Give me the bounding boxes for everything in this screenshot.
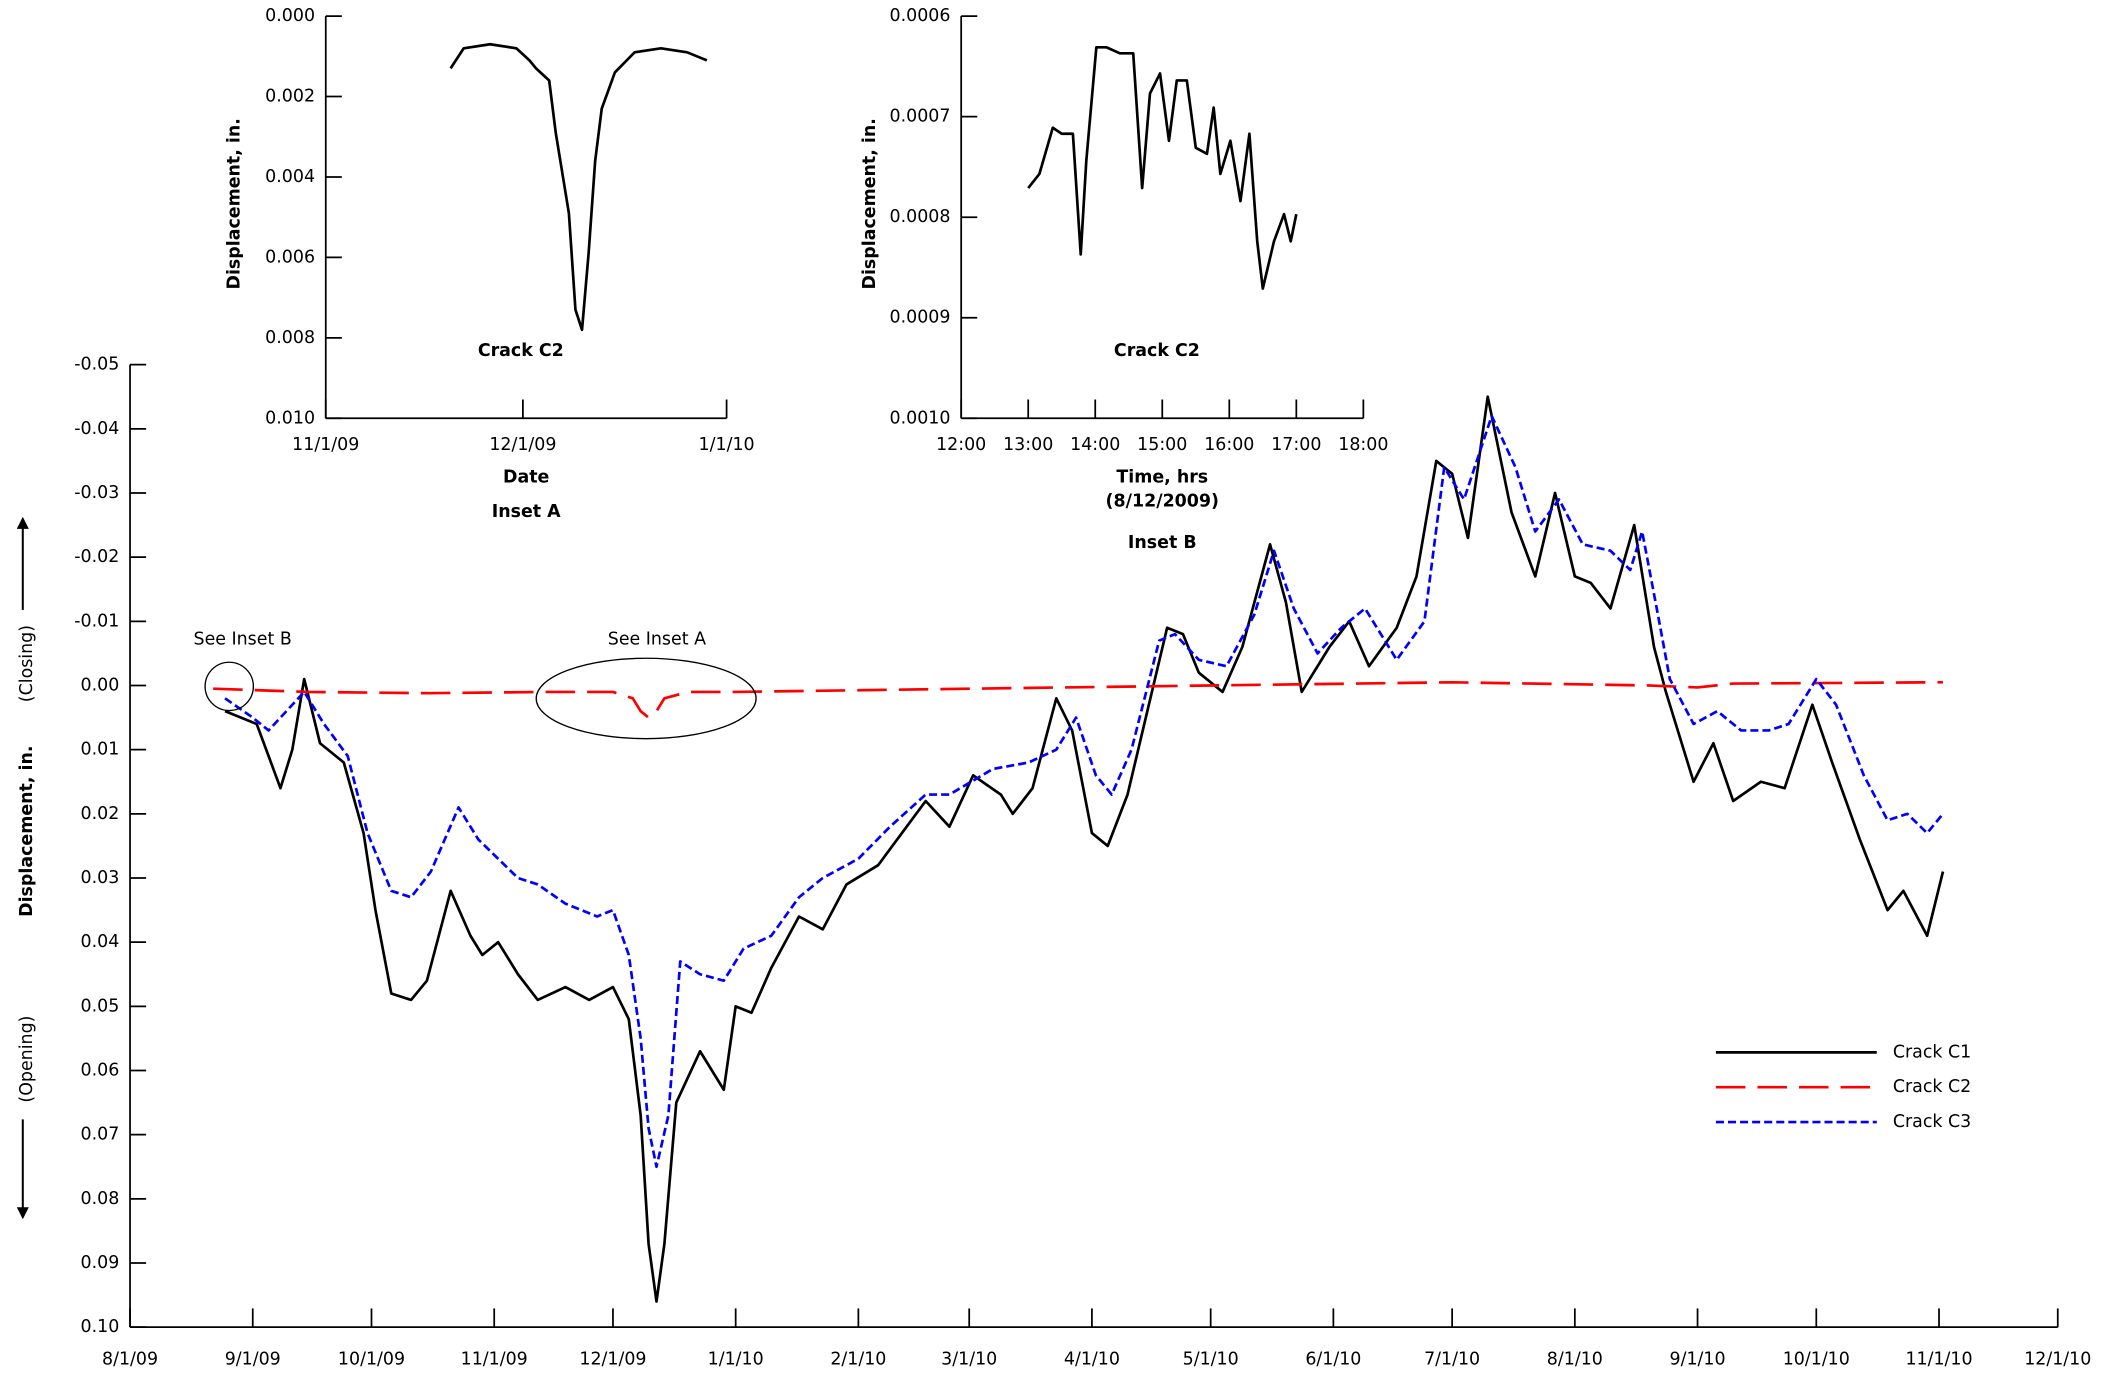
y-tick-label: 0.08	[81, 1189, 120, 1209]
y-tick-label: 0.0007	[890, 107, 951, 127]
y-axis-label: Displacement, in.	[225, 118, 245, 289]
series-line	[224, 414, 1945, 1169]
x-tick-label: 8/1/10	[1547, 1349, 1603, 1369]
y-tick-label: 0.06	[81, 1061, 120, 1081]
inset-caption: Inset A	[492, 502, 561, 522]
x-tick-label: 11/1/10	[1905, 1349, 1972, 1369]
y-tick-label: 0.10	[81, 1317, 120, 1337]
y-tick-label: 0.0010	[890, 408, 951, 428]
y-tick-label: -0.01	[74, 611, 119, 631]
x-tick-label: 17:00	[1271, 435, 1321, 455]
y-tick-label: -0.05	[74, 355, 119, 375]
y-tick-label: 0.05	[81, 996, 120, 1016]
x-tick-label: 16:00	[1204, 435, 1254, 455]
y-tick-label: -0.04	[74, 419, 119, 439]
y-tick-label: 0.00	[81, 675, 120, 695]
callout-circle	[204, 661, 255, 712]
y-tick-label: 0.010	[265, 408, 315, 428]
opening-label: (Opening)	[17, 1016, 37, 1103]
legend-label: Crack C1	[1893, 1042, 1971, 1062]
x-tick-label: 12/1/10	[2024, 1349, 2091, 1369]
x-tick-label: 13:00	[1003, 435, 1053, 455]
y-tick-label: 0.01	[81, 740, 120, 760]
y-tick-label: 0.02	[81, 804, 120, 824]
x-tick-label: 11/1/09	[292, 435, 359, 455]
legend-label: Crack C3	[1893, 1112, 1971, 1132]
x-tick-label: 6/1/10	[1305, 1349, 1361, 1369]
x-tick-label: 12/1/09	[489, 435, 556, 455]
y-tick-label: 0.03	[81, 868, 120, 888]
y-tick-label: 0.04	[81, 932, 120, 952]
x-axis-label: Time, hrs	[1116, 467, 1208, 487]
x-tick-label: 1/1/10	[699, 435, 755, 455]
callout-ellipse	[535, 657, 757, 740]
x-axis-label: Date	[503, 467, 549, 487]
series-line	[449, 42, 708, 332]
x-tick-label: 12/1/09	[579, 1349, 646, 1369]
y-tick-label: 0.000	[265, 6, 315, 26]
x-tick-label: 2/1/10	[830, 1349, 886, 1369]
x-tick-label: 8/1/09	[102, 1349, 158, 1369]
y-tick-label: 0.008	[265, 328, 315, 348]
y-tick-label: 0.004	[265, 167, 315, 187]
y-tick-label: 0.0006	[890, 6, 951, 26]
inset-caption: Inset B	[1128, 533, 1197, 553]
x-tick-label: 5/1/10	[1183, 1349, 1239, 1369]
x-tick-label: 4/1/10	[1064, 1349, 1120, 1369]
y-tick-label: 0.002	[265, 87, 315, 107]
x-tick-label: 7/1/10	[1424, 1349, 1480, 1369]
y-tick-label: 0.09	[81, 1253, 120, 1273]
annotation: See Inset A	[608, 629, 706, 649]
y-tick-label: 0.07	[81, 1125, 120, 1145]
y-axis-label: Displacement, in.	[860, 118, 880, 289]
x-tick-label: 10/1/09	[338, 1349, 405, 1369]
legend-label: Crack C2	[1893, 1077, 1971, 1097]
y-tick-label: 0.0008	[890, 207, 951, 227]
annotation: Crack C2	[1114, 341, 1200, 361]
y-tick-label: -0.03	[74, 483, 119, 503]
x-tick-label: 12:00	[936, 435, 986, 455]
y-tick-label: 0.0009	[890, 308, 951, 328]
y-tick-label: 0.006	[265, 247, 315, 267]
x-tick-label: 9/1/09	[225, 1349, 281, 1369]
x-tick-label: 10/1/10	[1783, 1349, 1850, 1369]
x-tick-label: 14:00	[1070, 435, 1120, 455]
annotation: Crack C2	[478, 341, 564, 361]
series-line	[213, 680, 1943, 719]
x-tick-label: 15:00	[1137, 435, 1187, 455]
y-axis-label: Displacement, in.	[17, 745, 37, 916]
x-tick-label: 1/1/10	[708, 1349, 764, 1369]
annotation: See Inset B	[194, 629, 292, 649]
series-line	[224, 395, 1945, 1303]
x-tick-label: 18:00	[1338, 435, 1388, 455]
x-tick-label: 3/1/10	[941, 1349, 997, 1369]
y-tick-label: -0.02	[74, 547, 119, 567]
x-tick-label: 11/1/09	[461, 1349, 528, 1369]
x-axis-sublabel: (8/12/2009)	[1106, 491, 1219, 511]
series-line	[1027, 45, 1298, 290]
closing-label: (Closing)	[17, 625, 37, 702]
x-tick-label: 9/1/10	[1670, 1349, 1726, 1369]
